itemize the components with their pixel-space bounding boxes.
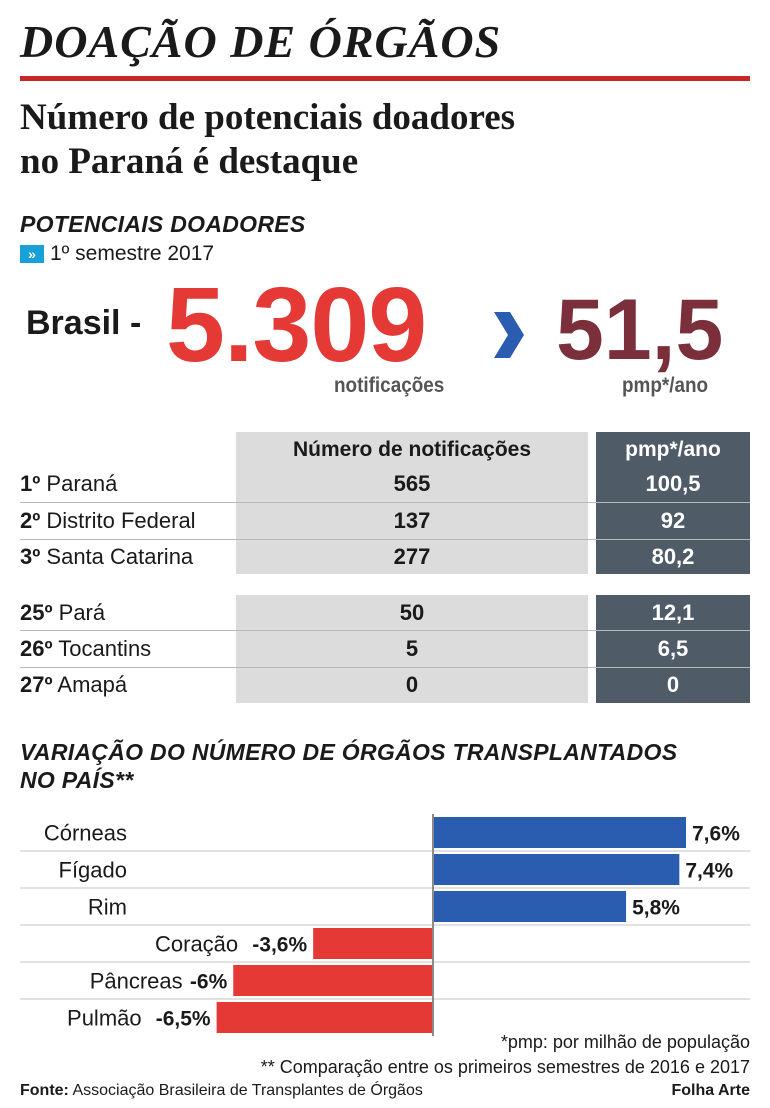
period-label: 1º semestre 2017 [50, 242, 215, 265]
source-label: Fonte: [20, 1082, 69, 1099]
table-row-label: 2º Distrito Federal [20, 503, 196, 539]
chevron-right-icon: » [20, 245, 44, 263]
row-rank: 1º [20, 471, 41, 496]
arrow-right-icon [494, 312, 524, 358]
table-col-bg-notifications-bottom [236, 595, 588, 703]
transplant-variation-bar-chart: 7,6% Córneas 7,4% Fígado 5,8% Rim -3,6% Coração… [20, 814, 750, 1036]
donor-rate: 51,5 [556, 282, 724, 378]
row-divider [20, 539, 750, 540]
bar-value-label: 7,6% [692, 823, 740, 846]
footnote-comparison: ** Comparação entre os primeiros semestr… [260, 1057, 750, 1077]
bar-value-label: -3,6% [252, 934, 307, 957]
section-title-transplant-variation: VARIAÇÃO DO NÚMERO DE ÓRGÃOS TRANSPLANTA… [20, 738, 677, 794]
footnote-pmp: *pmp: por milhão de população [500, 1032, 750, 1052]
bar-value-label: -6% [190, 971, 228, 994]
row-state: Distrito Federal [46, 508, 196, 533]
credit: Folha Arte [671, 1082, 750, 1099]
headline: Número de potenciais doadores no Paraná … [20, 96, 740, 184]
table-row-label: 26º Tocantins [20, 631, 151, 667]
total-notifications: 5.309 [166, 266, 427, 384]
bar-value-label: 5,8% [632, 897, 680, 920]
category-label: Córneas [44, 821, 127, 846]
section-title-line-1: VARIAÇÃO DO NÚMERO DE ÓRGÃOS TRANSPLANTA… [20, 739, 678, 765]
source-text: Associação Brasileira de Transplantes de… [72, 1082, 423, 1099]
row-divider [20, 630, 750, 631]
page-title: DOAÇÃO DE ÓRGÃOS [20, 16, 502, 67]
table-row-label: 1º Paraná [20, 466, 117, 502]
table-col-bg-rate-top [596, 432, 750, 574]
row-state: Amapá [57, 672, 128, 697]
row-notifications: 277 [393, 544, 431, 569]
bar-coração [313, 928, 433, 959]
source: Fonte: Associação Brasileira de Transpla… [20, 1082, 423, 1100]
notifications-caption: notificações [334, 374, 445, 397]
headline-line-1: Número de potenciais doadores [20, 97, 516, 138]
row-state: Paraná [46, 471, 118, 496]
table-header-rate: pmp*/ano [625, 438, 721, 461]
bar-fígado [433, 854, 680, 885]
bar-pâncreas [233, 965, 433, 996]
headline-line-2: no Paraná é destaque [20, 141, 359, 182]
row-rank: 2º [20, 508, 41, 533]
rate-caption: pmp*/ano [622, 374, 709, 397]
row-rank: 25º [20, 600, 53, 625]
category-label: Fígado [59, 858, 128, 883]
bar-rim [433, 891, 627, 922]
table-col-bg-notifications-top [236, 432, 588, 574]
table-row-label: 3º Santa Catarina [20, 539, 193, 575]
bar-value-label: -6,5% [156, 1008, 211, 1031]
bar-córneas [433, 817, 686, 848]
category-label: Pâncreas [90, 969, 183, 994]
row-rank: 26º [20, 636, 53, 661]
row-rate: 6,5 [657, 636, 689, 661]
category-label: Rim [88, 895, 127, 920]
row-notifications: 137 [393, 508, 431, 533]
section-title-line-2: NO PAÍS** [20, 767, 134, 793]
row-rank: 27º [20, 672, 53, 697]
category-label: Pulmão [67, 1006, 142, 1031]
row-rank: 3º [20, 544, 41, 569]
row-notifications: 565 [393, 471, 431, 496]
row-rate: 12,1 [651, 600, 695, 625]
row-notifications: 5 [405, 636, 419, 661]
row-notifications: 0 [405, 672, 419, 697]
table-header-notifications: Número de notificações [292, 438, 532, 461]
table-row-label: 27º Amapá [20, 667, 127, 703]
category-label: Coração [155, 932, 238, 957]
row-notifications: 50 [399, 600, 425, 625]
country-label: Brasil - [26, 304, 142, 342]
title-rule [20, 76, 750, 81]
table-col-bg-rate-bottom [596, 595, 750, 703]
row-state: Santa Catarina [46, 544, 194, 569]
section-title-potential-donors: POTENCIAIS DOADORES [20, 210, 306, 238]
row-rate: 80,2 [651, 544, 695, 569]
bar-pulmão [216, 1002, 433, 1033]
bar-value-label: 7,4% [685, 860, 733, 883]
section-title-text: POTENCIAIS DOADORES [20, 211, 306, 237]
row-rate: 0 [666, 672, 680, 697]
row-divider [20, 667, 750, 668]
row-state: Pará [58, 600, 106, 625]
table-row-label: 25º Pará [20, 595, 105, 631]
row-rate: 92 [660, 508, 686, 533]
row-rate: 100,5 [645, 471, 701, 496]
period: » 1º semestre 2017 [20, 241, 214, 267]
row-divider [20, 502, 750, 503]
row-state: Tocantins [58, 636, 152, 661]
